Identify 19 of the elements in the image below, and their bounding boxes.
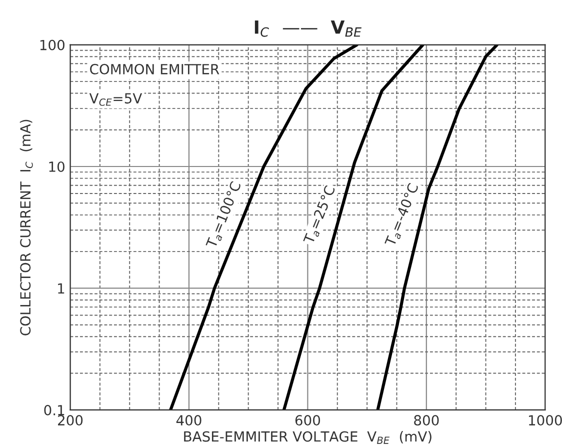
text: T$_{a}$=-40°C — [384, 182, 421, 248]
annotation: COMMON EMITTER — [90, 64, 220, 74]
y-tick-label: 10 — [49, 161, 64, 172]
line-series — [376, 44, 499, 410]
x-tick-label: 800 — [414, 415, 439, 426]
text: T$_{a}$=100°C — [206, 180, 244, 250]
y-tick-label: 0.1 — [44, 404, 64, 416]
y-tick-label: 100 — [40, 40, 64, 50]
annotation: V$_{CE}$=5V — [89, 93, 142, 106]
x-axis-title: BASE-EMMITER VOLTAGE V$_{BE}$ (mV) — [184, 431, 432, 444]
x-tick-label: 600 — [295, 415, 320, 426]
chart-title: I$_{C}$ —— V$_{BE}$ — [254, 20, 362, 37]
x-tick-label: 1000 — [528, 415, 562, 426]
x-tick-label: 400 — [176, 415, 202, 426]
line-series — [282, 44, 424, 410]
y-axis-title: COLLECTOR CURRENT I$_{C}$ (mA) — [20, 120, 33, 336]
y-tick-label: 1 — [58, 283, 64, 294]
x-tick-label: 200 — [58, 415, 83, 426]
text: T$_{a}$=25°C — [302, 184, 338, 246]
